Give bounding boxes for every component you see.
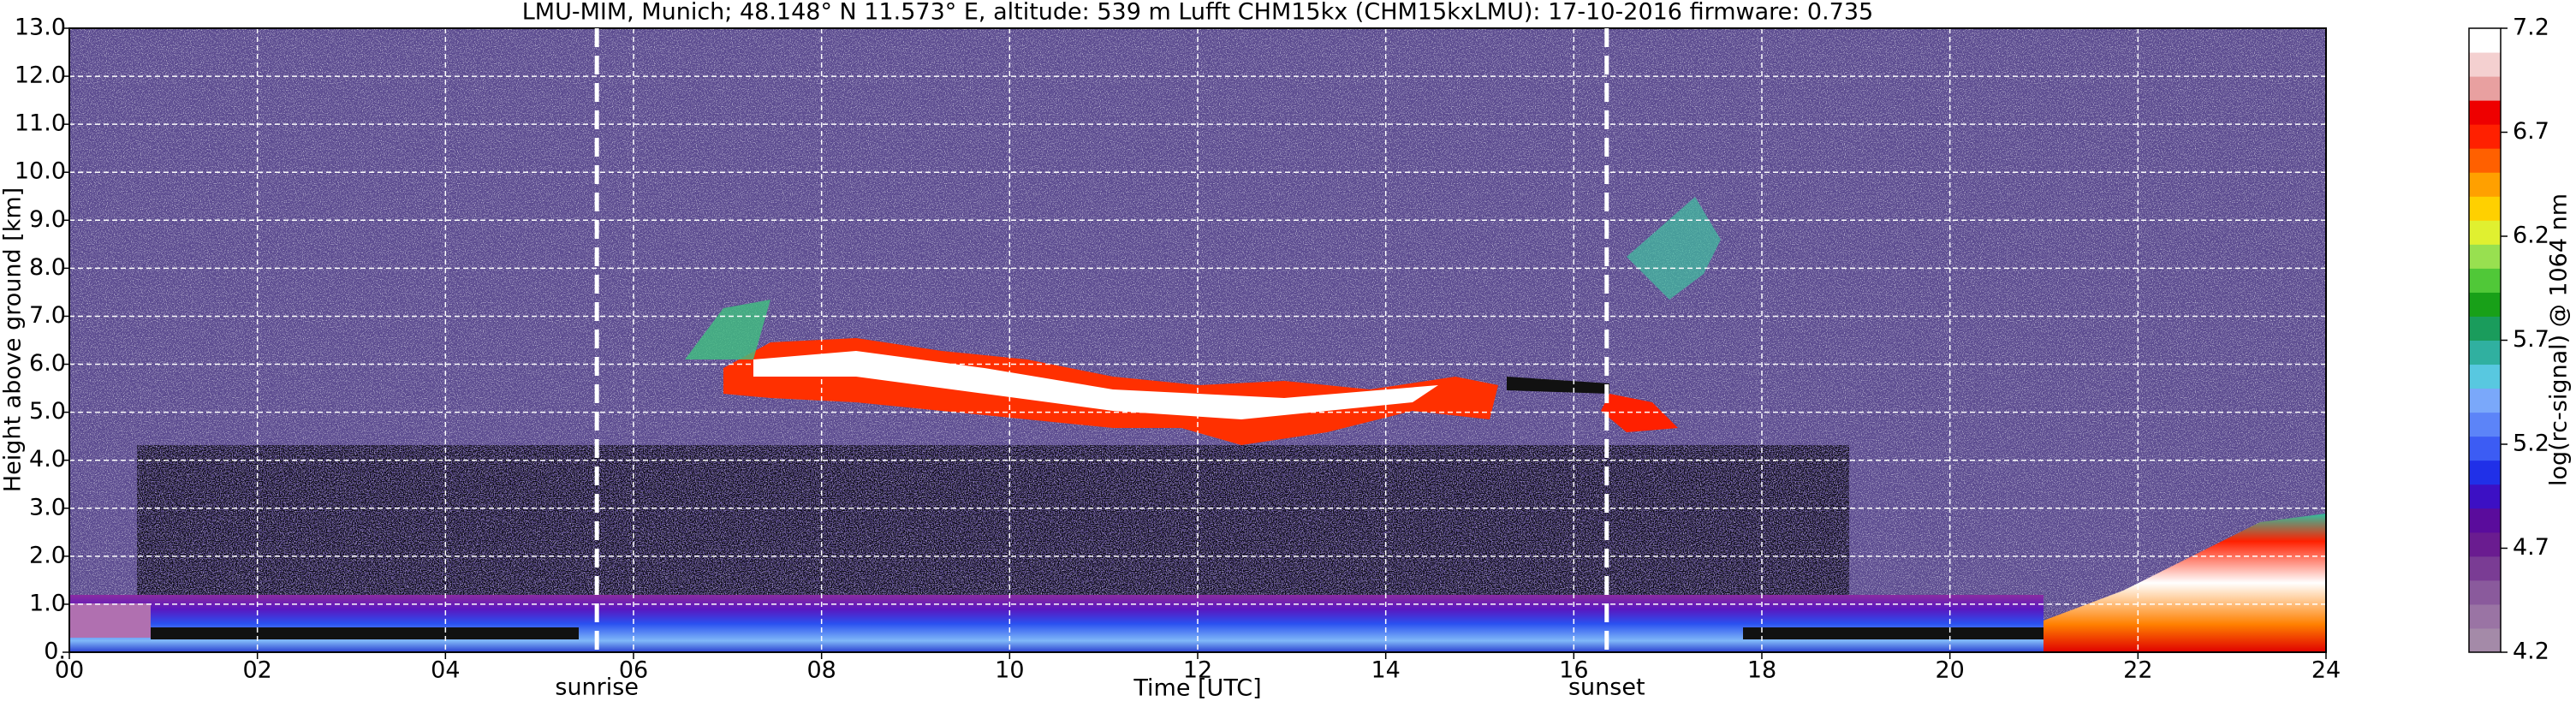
y-tick-label: 11.0	[15, 110, 66, 137]
x-tick-label: 02	[242, 657, 271, 684]
colorbar-tick-label: 5.2	[2513, 431, 2549, 457]
x-tick-label: 08	[806, 657, 836, 684]
x-tick-label: 20	[1935, 657, 1964, 684]
colorbar-band	[2469, 484, 2501, 509]
colorbar-band	[2469, 508, 2501, 533]
colorbar-band	[2469, 220, 2501, 245]
aerosol-layer	[1627, 197, 1721, 300]
aerosol-layer	[685, 300, 770, 359]
storm-signal	[2044, 514, 2326, 652]
colorbar-band	[2469, 172, 2501, 197]
colorbar-band	[2469, 532, 2501, 557]
colorbar-band	[2469, 196, 2501, 221]
chart-title: LMU-MIM, Munich; 48.148° N 11.573° E, al…	[522, 0, 1873, 26]
colorbar-band	[2469, 52, 2501, 77]
colorbar-tick-label: 6.2	[2513, 223, 2549, 249]
y-tick-label: 4.0	[29, 446, 66, 472]
colorbar-band	[2469, 603, 2501, 629]
colorbar-band	[2469, 316, 2501, 341]
x-tick-label: 04	[431, 657, 460, 684]
y-tick-label: 9.0	[29, 206, 66, 233]
y-tick-label: 10.0	[15, 158, 66, 185]
colorbar-tick-label: 7.2	[2513, 15, 2549, 41]
colorbar-band	[2469, 364, 2501, 389]
y-tick-label: 2.0	[29, 542, 66, 568]
colorbar-band	[2469, 268, 2501, 293]
cloud-layer	[151, 627, 579, 639]
colorbar-band	[2469, 124, 2501, 149]
y-tick-label: 13.0	[15, 15, 66, 41]
colorbar-tick-label: 5.7	[2513, 326, 2549, 353]
y-axis-label: Height above ground [km]	[0, 187, 27, 492]
aerosol-layer	[753, 351, 1438, 419]
colorbar-tick-label: 4.2	[2513, 639, 2549, 665]
colorbar-band	[2469, 28, 2501, 53]
cloud-layer	[1743, 627, 2044, 639]
aerosol-layer	[1601, 394, 1678, 432]
x-axis-label: Time [UTC]	[1133, 675, 1261, 702]
colorbar-band	[2469, 412, 2501, 437]
x-tick-label: 18	[1747, 657, 1776, 684]
colorbar-band	[2469, 340, 2501, 365]
colorbar-tick-label: 6.7	[2513, 118, 2549, 145]
annotation-label: sunset	[1568, 674, 1645, 701]
colorbar-band	[2469, 388, 2501, 413]
colorbar-band	[2469, 556, 2501, 581]
colorbar-band	[2469, 148, 2501, 173]
y-tick-label: 12.0	[15, 62, 66, 89]
colorbar-band	[2469, 436, 2501, 461]
y-tick-label: 6.0	[29, 350, 66, 377]
y-tick-label: 3.0	[29, 494, 66, 520]
cloud-layer	[1507, 377, 1609, 394]
x-tick-label: 22	[2123, 657, 2152, 684]
colorbar-band	[2469, 292, 2501, 317]
x-tick-label: 06	[619, 657, 648, 684]
y-tick-label: 7.0	[29, 302, 66, 329]
y-tick-label: 8.0	[29, 254, 66, 281]
colorbar-band	[2469, 76, 2501, 101]
colorbar-label: log(rc-signal) @ 1064 nm	[2546, 193, 2573, 486]
colorbar-band	[2469, 460, 2501, 485]
y-tick-label: 1.0	[29, 590, 66, 616]
x-tick-label: 14	[1371, 657, 1400, 684]
colorbar-tick-label: 4.7	[2513, 534, 2549, 561]
dark-region	[137, 445, 1849, 599]
x-tick-label: 24	[2311, 657, 2341, 684]
colorbar-band	[2469, 100, 2501, 125]
colorbar-band	[2469, 627, 2501, 653]
x-tick-label: 16	[1559, 657, 1588, 684]
x-tick-label: 10	[995, 657, 1024, 684]
y-tick-label: 0.	[44, 639, 66, 665]
boundary-layer	[69, 595, 2044, 652]
boundary-layer	[69, 603, 151, 638]
y-tick-label: 5.0	[29, 398, 66, 425]
x-tick-label: 00	[55, 657, 84, 684]
x-tick-label: 12	[1183, 657, 1212, 684]
colorbar-band	[2469, 244, 2501, 269]
colorbar-band	[2469, 579, 2501, 605]
annotation-label: sunrise	[555, 674, 639, 701]
